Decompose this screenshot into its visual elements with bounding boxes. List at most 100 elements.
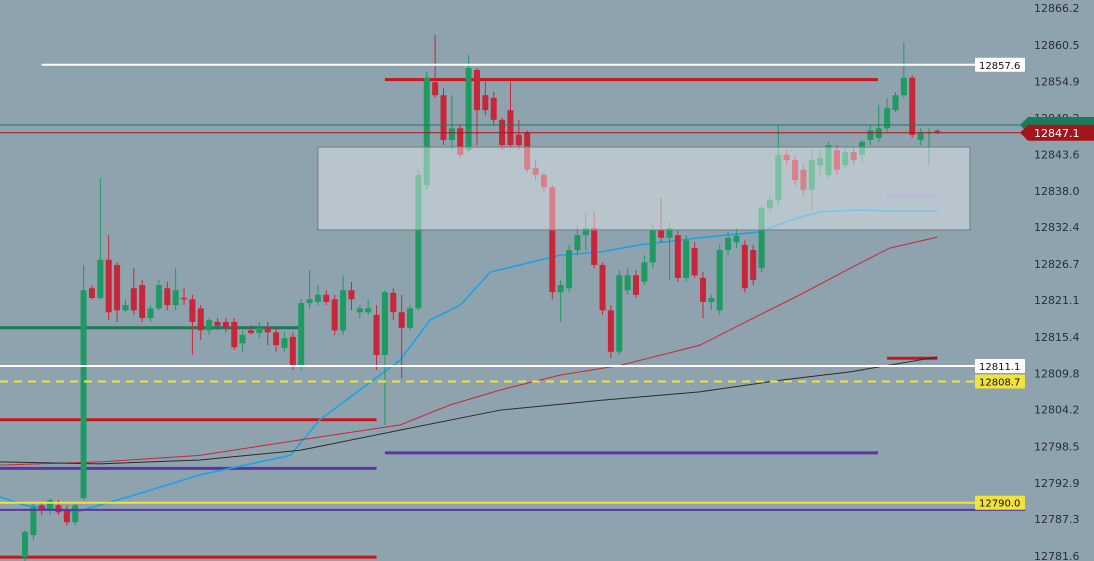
candle-body bbox=[181, 297, 188, 300]
candle-body bbox=[900, 77, 907, 96]
candle-body bbox=[566, 250, 573, 289]
candle-body bbox=[440, 95, 447, 140]
price-tag bbox=[975, 359, 1025, 374]
candle-body bbox=[683, 240, 690, 278]
candle-body bbox=[365, 308, 372, 313]
y-tick-label: 12809.8 bbox=[1034, 367, 1080, 380]
y-tick-label: 12804.2 bbox=[1034, 404, 1080, 417]
candle-body bbox=[214, 321, 221, 326]
candle-body bbox=[72, 505, 79, 523]
price-tag-label: 12847.1 bbox=[1034, 127, 1080, 140]
candle-body bbox=[63, 509, 70, 523]
candle-body bbox=[708, 297, 715, 302]
candle-body bbox=[633, 275, 640, 295]
candle-body bbox=[47, 500, 54, 510]
candle-body bbox=[473, 69, 480, 111]
candle-body bbox=[30, 507, 37, 536]
candle-body bbox=[231, 321, 238, 348]
candle-body bbox=[909, 77, 916, 135]
candle-body bbox=[591, 228, 598, 265]
price-tag-label: 12808.7 bbox=[979, 378, 1020, 389]
candle-body bbox=[289, 336, 296, 366]
y-tick-label: 12781.6 bbox=[1034, 550, 1080, 561]
candle-body bbox=[197, 308, 204, 331]
candle-body bbox=[934, 130, 941, 133]
candle-body bbox=[792, 160, 799, 181]
candle-body bbox=[164, 288, 171, 306]
candle-body bbox=[641, 262, 648, 282]
y-tick-label: 12792.9 bbox=[1034, 477, 1080, 490]
candle-body bbox=[247, 330, 254, 333]
candle-body bbox=[775, 154, 782, 201]
y-tick-label: 12843.6 bbox=[1034, 148, 1080, 161]
candle-body bbox=[22, 531, 28, 558]
candle-body bbox=[105, 259, 112, 313]
candle-body bbox=[398, 312, 405, 328]
candle-body bbox=[758, 207, 765, 269]
candle-body bbox=[88, 288, 95, 298]
y-tick-label: 12860.5 bbox=[1034, 39, 1080, 52]
candle-body bbox=[557, 285, 564, 293]
candle-body bbox=[884, 108, 891, 129]
y-tick-label: 12826.7 bbox=[1034, 258, 1080, 271]
candle-body bbox=[666, 228, 673, 238]
candle-body bbox=[524, 132, 531, 170]
candle-body bbox=[482, 95, 489, 111]
candle-body bbox=[356, 308, 363, 313]
candle-body bbox=[540, 174, 547, 188]
candle-body bbox=[699, 277, 706, 302]
candle-body bbox=[741, 244, 748, 289]
candle-body bbox=[381, 292, 388, 355]
candle-body bbox=[490, 97, 497, 120]
moving-average bbox=[0, 356, 938, 465]
candle-body bbox=[122, 305, 129, 311]
candle-body bbox=[549, 187, 556, 293]
candle-body bbox=[155, 285, 162, 309]
candle-body bbox=[850, 152, 857, 161]
candle-body bbox=[331, 299, 338, 331]
y-tick-label: 12854.9 bbox=[1034, 75, 1080, 88]
candle-body bbox=[189, 299, 196, 322]
candle-body bbox=[582, 228, 589, 236]
price-tag bbox=[975, 495, 1025, 510]
candle-body bbox=[97, 259, 104, 298]
candle-body bbox=[750, 250, 757, 280]
candle-body bbox=[733, 235, 740, 243]
candle-body bbox=[842, 152, 849, 166]
candle-body bbox=[373, 314, 380, 355]
candle-body bbox=[725, 237, 732, 251]
candle-body bbox=[532, 167, 539, 175]
candle-body bbox=[298, 303, 305, 366]
candle-body bbox=[624, 275, 631, 291]
candle-body bbox=[783, 154, 790, 161]
candle-body bbox=[448, 128, 455, 140]
candle-body bbox=[766, 200, 773, 208]
candle-body bbox=[340, 290, 347, 331]
candle-body bbox=[147, 308, 154, 319]
moving-average bbox=[0, 236, 938, 466]
candle-body bbox=[649, 229, 656, 263]
candle-body bbox=[390, 292, 397, 313]
candle-body bbox=[415, 174, 422, 309]
price-tag-label: 12790.0 bbox=[979, 499, 1020, 510]
candle-body bbox=[423, 77, 430, 186]
candle-body bbox=[833, 150, 840, 170]
price-tag-label: 12857.6 bbox=[979, 61, 1020, 72]
candle-body bbox=[130, 288, 137, 311]
candle-body bbox=[674, 235, 681, 278]
candle-body bbox=[616, 275, 623, 352]
candle-body bbox=[239, 334, 246, 344]
candle-body bbox=[172, 290, 179, 306]
candle-body bbox=[306, 299, 313, 304]
candle-body bbox=[658, 229, 665, 238]
candle-body bbox=[607, 310, 614, 352]
moving-average bbox=[0, 209, 938, 514]
candle-body bbox=[256, 327, 263, 333]
candle-body bbox=[892, 95, 899, 111]
y-tick-label: 12798.5 bbox=[1034, 441, 1080, 454]
y-tick-label: 12787.3 bbox=[1034, 513, 1080, 526]
y-tick-label: 12832.4 bbox=[1034, 221, 1080, 234]
candle-body bbox=[574, 235, 581, 251]
candle-body bbox=[264, 327, 271, 333]
